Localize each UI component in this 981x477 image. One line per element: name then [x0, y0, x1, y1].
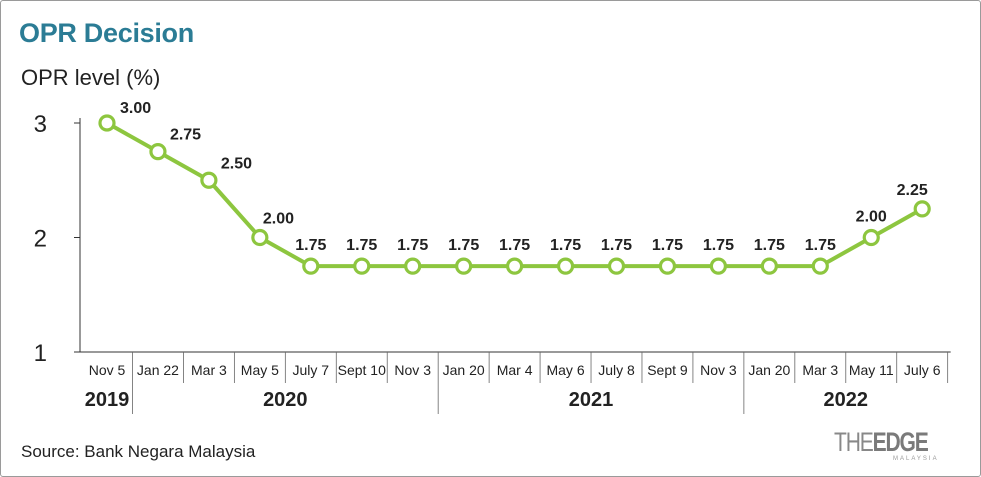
- year-label: 2021: [569, 389, 614, 411]
- x-tick-label: July 7: [293, 362, 330, 378]
- data-point: [709, 257, 728, 275]
- y-tick-label: 1: [34, 340, 47, 367]
- data-label: 2.00: [263, 211, 294, 228]
- data-label: 1.75: [397, 237, 428, 254]
- y-tick-label: 3: [34, 111, 47, 138]
- data-point: [658, 257, 677, 275]
- data-point: [862, 228, 880, 247]
- x-tick-label: Nov 3: [700, 362, 737, 378]
- data-point: [302, 257, 320, 275]
- data-label: 2.50: [221, 155, 252, 172]
- data-label: 2.75: [170, 127, 201, 144]
- source-note: Source: Bank Negara Malaysia: [21, 442, 256, 461]
- x-tick-label: Nov 3: [394, 362, 431, 378]
- data-point: [251, 228, 269, 247]
- data-point: [760, 257, 778, 275]
- data-label: 1.75: [295, 237, 326, 254]
- x-tick-label: Mar 3: [191, 362, 227, 378]
- data-label: 1.75: [550, 237, 581, 254]
- year-label: 2022: [824, 389, 869, 411]
- x-tick-label: July 6: [904, 362, 941, 378]
- data-point: [556, 257, 575, 275]
- x-tick-label: Mar 4: [497, 362, 533, 378]
- data-label: 1.75: [499, 237, 530, 254]
- data-label: 1.75: [652, 237, 683, 254]
- data-point: [607, 257, 626, 275]
- data-point: [913, 200, 931, 218]
- x-tick-label: Sept 9: [647, 362, 688, 378]
- y-axis-label: OPR level (%): [21, 65, 161, 90]
- data-point: [98, 114, 116, 132]
- data-label: 1.75: [448, 237, 479, 254]
- data-point: [811, 257, 829, 275]
- x-tick-label: May 11: [849, 362, 894, 378]
- year-label: 2020: [263, 389, 308, 411]
- data-label: 1.75: [703, 237, 734, 254]
- data-label: 2.25: [897, 182, 928, 199]
- data-point: [200, 171, 218, 189]
- data-point: [404, 257, 422, 275]
- year-label: 2019: [85, 389, 130, 411]
- data-point: [353, 257, 371, 275]
- chart-title: OPR Decision: [19, 18, 194, 48]
- x-tick-label: Mar 3: [802, 362, 838, 378]
- logo-subtitle: MALAYSIA: [893, 456, 939, 462]
- x-tick-label: Jan 20: [443, 362, 485, 378]
- data-label: 1.75: [805, 237, 836, 254]
- data-label: 3.00: [120, 100, 151, 117]
- x-tick-label: Jan 22: [137, 362, 179, 378]
- data-point: [455, 257, 473, 275]
- logo-wordmark: THEEDGE: [834, 427, 929, 457]
- data-label: 1.75: [754, 237, 785, 254]
- x-tick-label: May 6: [546, 362, 584, 378]
- data-point: [505, 257, 524, 275]
- data-label: 2.00: [856, 209, 887, 226]
- x-tick-label: July 8: [598, 362, 635, 378]
- the-edge-logo: THEEDGE MALAYSIA: [834, 429, 964, 469]
- x-tick-label: Nov 5: [89, 362, 126, 378]
- data-label: 1.75: [601, 237, 632, 254]
- x-tick-label: May 5: [241, 362, 279, 378]
- x-tick-label: Sept 10: [338, 362, 386, 378]
- x-tick-label: Jan 20: [748, 362, 790, 378]
- data-label: 1.75: [346, 237, 377, 254]
- data-point: [149, 143, 167, 161]
- y-tick-label: 2: [34, 226, 47, 253]
